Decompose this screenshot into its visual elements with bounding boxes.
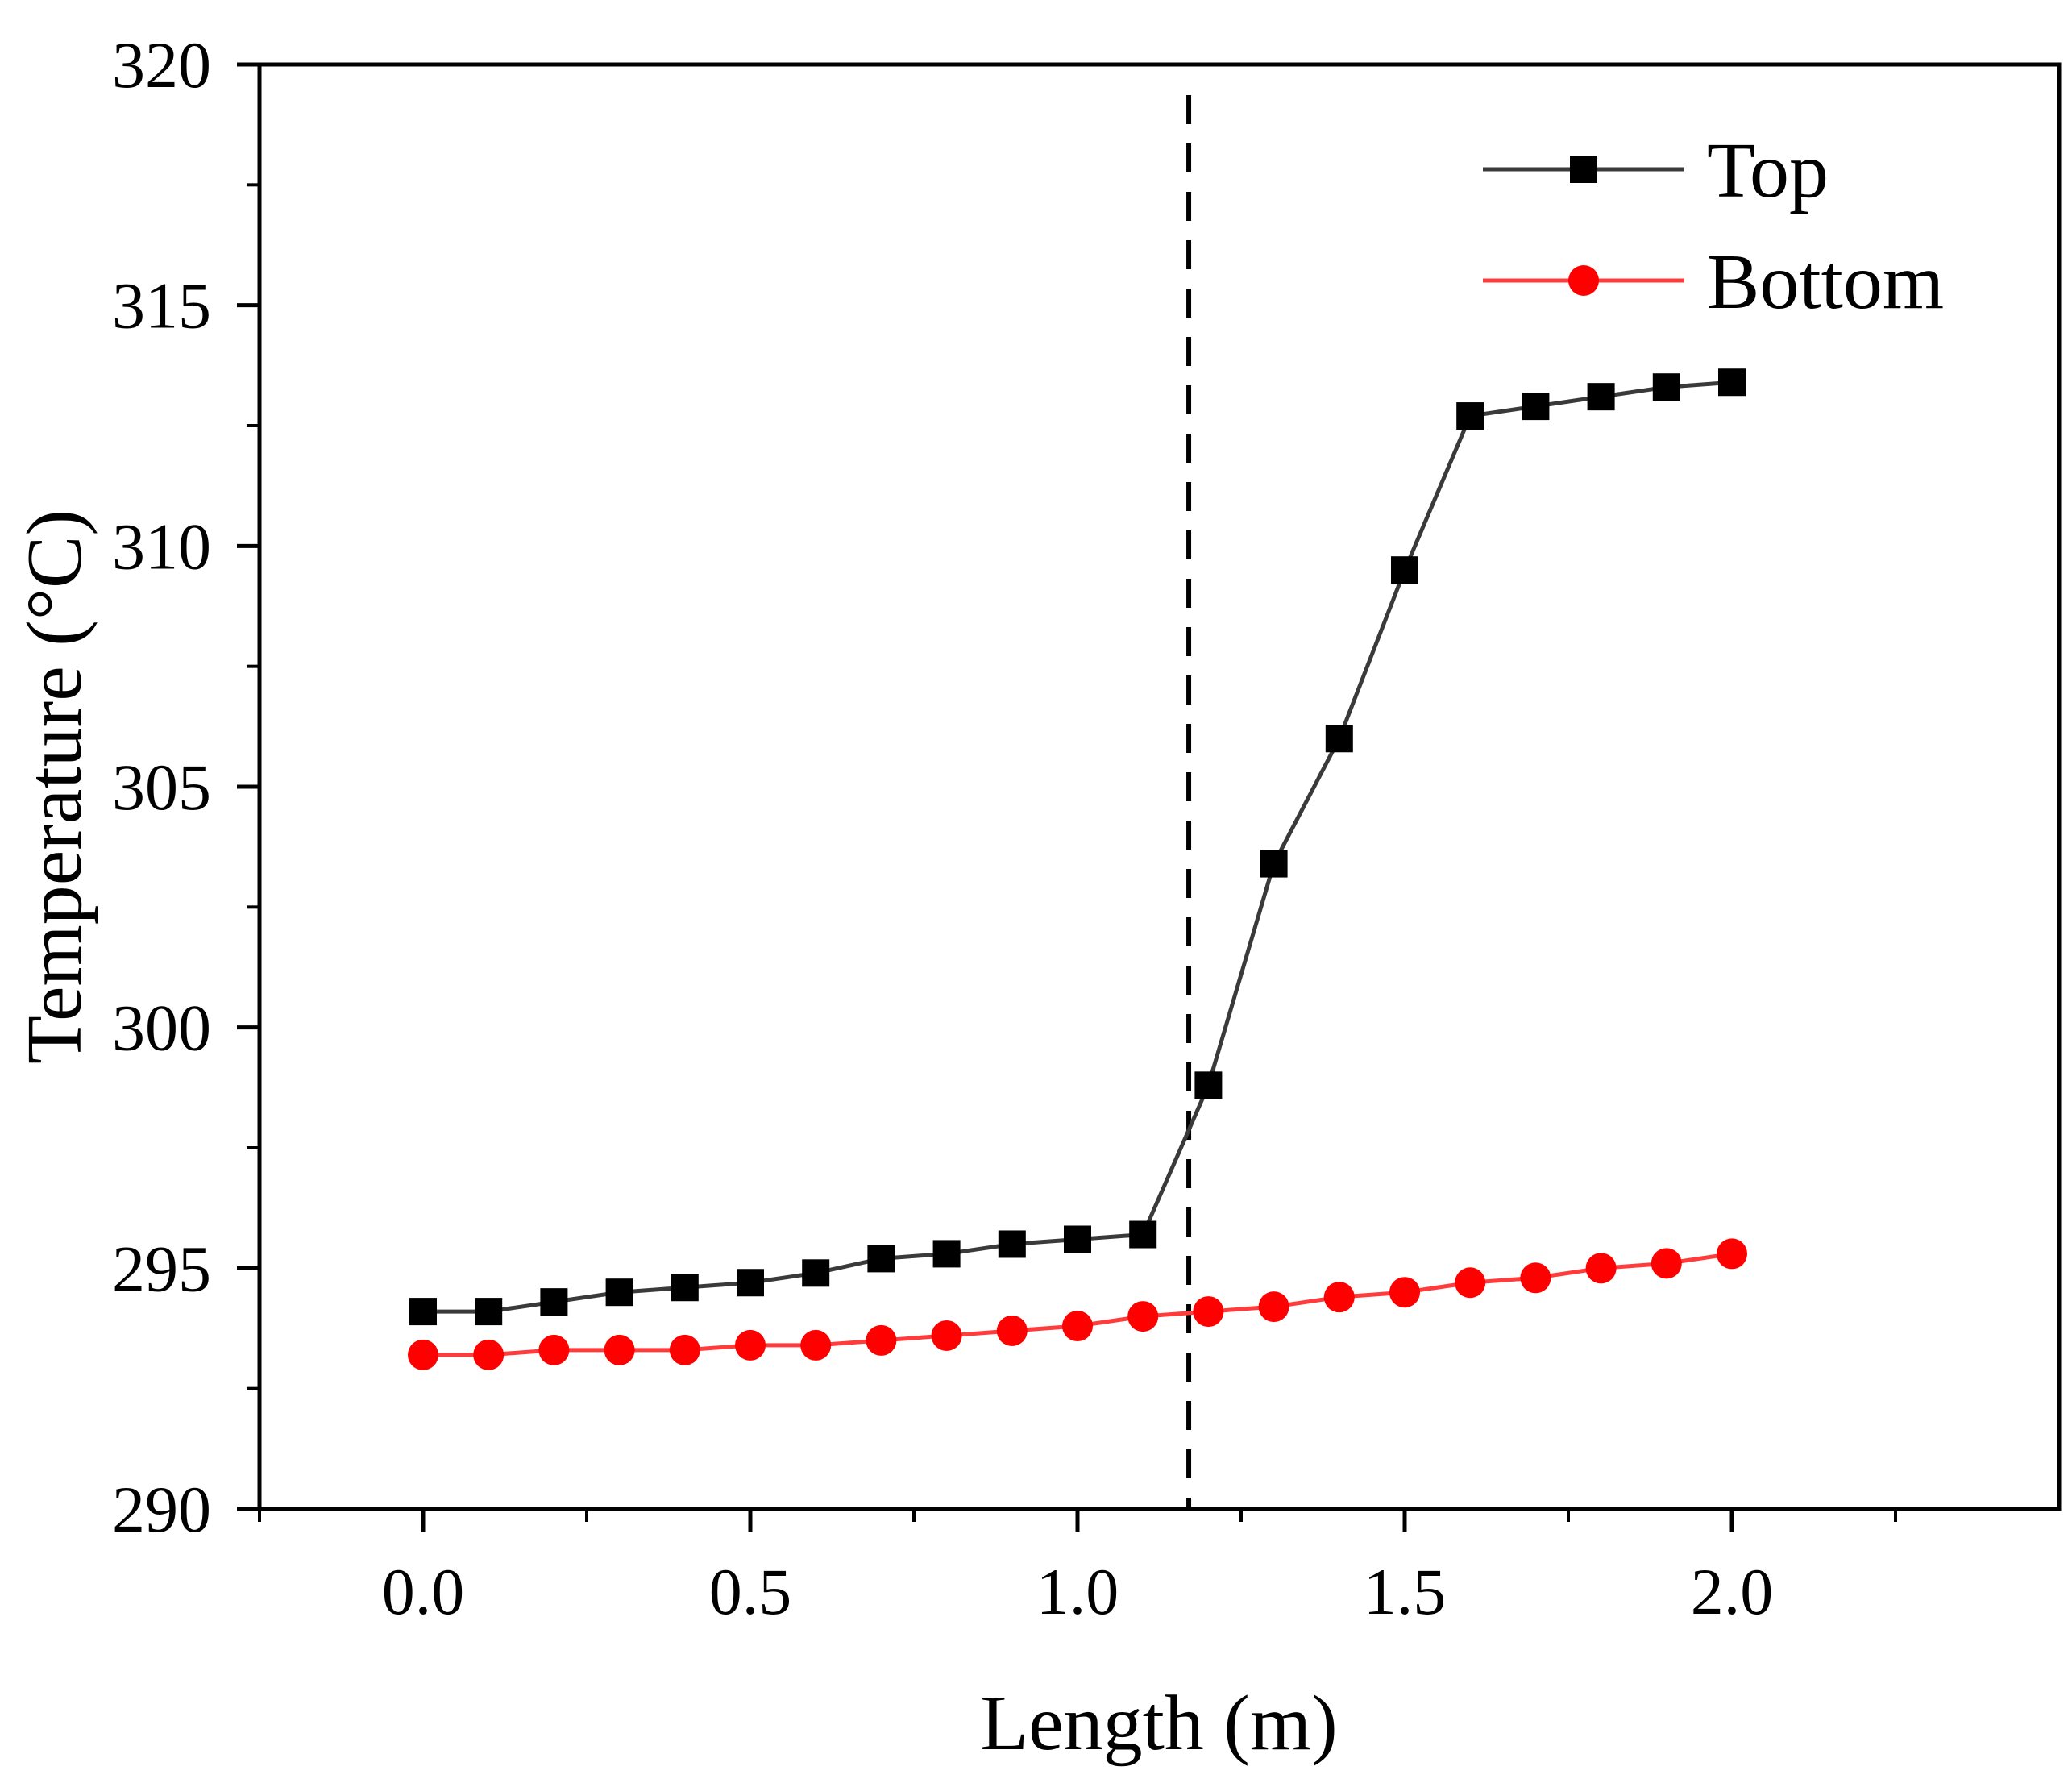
data-point-top [1456, 402, 1484, 430]
data-point-top [998, 1230, 1026, 1258]
legend-marker-top [1570, 156, 1597, 183]
data-point-top [1129, 1220, 1157, 1249]
data-point-bottom [1651, 1248, 1682, 1279]
x-tick-label: 1.5 [1364, 1555, 1447, 1628]
data-point-bottom [473, 1339, 505, 1370]
data-point-bottom [1455, 1267, 1486, 1299]
data-point-top [1194, 1071, 1223, 1099]
data-point-bottom [1323, 1282, 1355, 1313]
x-tick-label: 2.0 [1691, 1555, 1774, 1628]
data-point-top [475, 1298, 503, 1326]
x-axis-title: Length (m) [980, 1680, 1338, 1767]
x-tick-label: 0.5 [709, 1555, 792, 1628]
data-point-top [409, 1298, 437, 1326]
series-layer [408, 368, 1747, 1370]
data-point-bottom [800, 1329, 832, 1361]
y-axis-title: Temperature (°C) [11, 509, 98, 1064]
data-point-bottom [1062, 1311, 1093, 1342]
data-point-bottom [996, 1315, 1028, 1346]
data-point-bottom [1717, 1238, 1747, 1270]
y-tick-label: 300 [112, 991, 211, 1065]
data-point-top [671, 1274, 699, 1302]
series-bottom [408, 1238, 1747, 1370]
y-tick-label: 320 [112, 28, 211, 102]
series-line-top [423, 380, 1733, 1314]
data-point-top [867, 1245, 895, 1273]
legend-label-top: Top [1707, 127, 1829, 214]
y-tick-label: 310 [112, 509, 211, 583]
y-tick-label: 315 [112, 269, 211, 343]
data-point-top [1260, 850, 1288, 878]
y-tick-label: 295 [112, 1232, 211, 1305]
y-axis: 290 295 300 305 310 315 320 [112, 28, 260, 1546]
data-point-bottom [931, 1320, 962, 1351]
x-axis: 0.0 0.5 1.0 1.5 2.0 [258, 1509, 1897, 1628]
data-point-bottom [735, 1329, 766, 1361]
legend-label-bottom: Bottom [1707, 239, 1944, 326]
legend: Top Bottom [1483, 127, 1944, 326]
y-tick-label: 305 [112, 750, 211, 824]
data-point-top [1587, 383, 1615, 411]
data-point-top [605, 1278, 633, 1307]
data-point-bottom [1193, 1296, 1224, 1328]
data-point-top [932, 1240, 961, 1268]
data-point-bottom [1585, 1253, 1617, 1284]
data-point-bottom [1258, 1291, 1289, 1323]
data-point-bottom [1389, 1277, 1420, 1308]
x-tick-label: 1.0 [1036, 1555, 1119, 1628]
data-point-top [1325, 725, 1353, 753]
data-point-top [1718, 368, 1746, 397]
data-point-top [1391, 556, 1418, 584]
series-top [409, 368, 1746, 1326]
x-tick-label: 0.0 [382, 1555, 465, 1628]
data-point-top [737, 1269, 764, 1297]
data-point-top [1064, 1225, 1091, 1253]
data-point-bottom [604, 1334, 635, 1365]
data-point-bottom [866, 1324, 897, 1356]
data-point-top [1522, 393, 1550, 421]
legend-marker-bottom [1568, 265, 1599, 296]
data-point-bottom [538, 1334, 570, 1365]
data-point-top [1652, 373, 1680, 401]
data-point-bottom [1127, 1301, 1159, 1332]
data-point-top [540, 1288, 568, 1316]
data-point-top [802, 1259, 830, 1287]
data-point-bottom [408, 1339, 438, 1370]
data-point-bottom [1520, 1262, 1551, 1294]
y-tick-label: 290 [112, 1473, 211, 1546]
data-point-bottom [669, 1334, 700, 1365]
